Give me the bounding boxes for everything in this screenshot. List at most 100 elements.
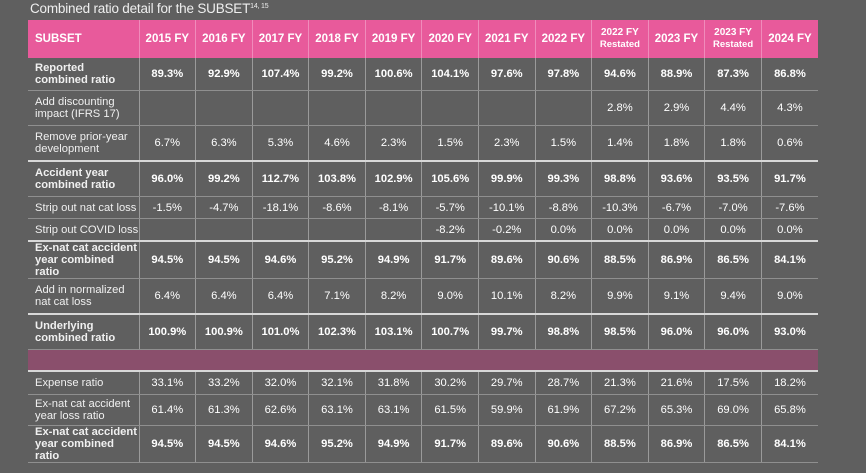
divider-cell	[308, 349, 366, 372]
value-cell	[308, 218, 366, 242]
value-cell: 105.6%	[421, 161, 479, 197]
value-cell: 18.2%	[761, 371, 818, 395]
table-caption: Combined ratio detail for the SUBSET14, …	[30, 1, 269, 16]
value-cell: 6.3%	[195, 125, 253, 162]
value-cell: 63.1%	[365, 394, 423, 426]
value-cell: 93.0%	[761, 314, 818, 350]
value-cell: -0.2%	[478, 218, 536, 242]
header-cell-year: 2022 FY	[535, 20, 593, 58]
value-cell	[252, 218, 310, 242]
value-cell: 31.8%	[365, 371, 423, 395]
value-cell: 9.9%	[591, 278, 649, 315]
header-row: SUBSET 2015 FY 2016 FY 2017 FY 2018 FY 2019 …	[28, 20, 818, 58]
value-cell: -4.7%	[195, 196, 253, 219]
divider-cell	[252, 349, 309, 372]
value-cell: 0.0%	[704, 218, 762, 242]
row-label: Underlying combined ratio	[28, 314, 140, 350]
value-cell: -8.2%	[421, 218, 479, 242]
value-cell	[308, 90, 366, 126]
header-cell-year: 2016 FY	[195, 20, 253, 58]
value-cell: -18.1%	[252, 196, 310, 219]
value-cell: 103.8%	[308, 161, 366, 197]
value-cell: 1.4%	[591, 125, 649, 162]
value-cell: 6.7%	[139, 125, 197, 162]
value-cell: 21.3%	[591, 371, 649, 395]
value-cell: 99.2%	[308, 58, 366, 91]
value-cell: 96.0%	[648, 314, 706, 350]
value-cell: 4.3%	[761, 90, 818, 126]
value-cell: 92.9%	[195, 58, 253, 91]
divider-cell	[591, 349, 649, 372]
value-cell: 98.8%	[535, 314, 593, 350]
row-label: Remove prior-year development	[28, 125, 140, 162]
row-label: Accident year combined ratio	[28, 161, 140, 197]
value-cell: 87.3%	[704, 58, 762, 91]
table-row: Expense ratio 33.1% 33.2% 32.0% 32.1% 31.8% 30…	[28, 371, 818, 395]
value-cell: 91.7%	[761, 161, 818, 197]
value-cell	[195, 218, 253, 242]
value-cell: 104.1%	[421, 58, 479, 91]
value-cell: 69.0%	[704, 394, 762, 426]
value-cell: 28.7%	[535, 371, 593, 395]
value-cell: 96.0%	[139, 161, 197, 197]
value-cell: 100.9%	[139, 314, 197, 350]
row-label: Add in normalized nat cat loss	[28, 278, 140, 315]
divider-cell	[704, 349, 762, 372]
combined-ratio-table: SUBSET 2015 FY 2016 FY 2017 FY 2018 FY 2019 …	[28, 20, 818, 463]
value-cell: 97.6%	[478, 58, 536, 91]
value-cell: 101.0%	[252, 314, 310, 350]
value-cell: 29.7%	[478, 371, 536, 395]
value-cell: 33.1%	[139, 371, 197, 395]
table-row: Ex-nat cat accident year combined ratio 9…	[28, 425, 818, 463]
value-cell: 91.7%	[421, 241, 479, 279]
value-cell: 9.4%	[704, 278, 762, 315]
value-cell: 86.5%	[704, 241, 762, 279]
table-row: Accident year combined ratio 96.0% 99.2% 11…	[28, 161, 818, 197]
value-cell: 86.5%	[704, 425, 762, 463]
divider-cell	[28, 349, 139, 372]
value-cell: 90.6%	[535, 425, 593, 463]
value-cell: 95.2%	[308, 241, 366, 279]
value-cell: 1.8%	[648, 125, 706, 162]
table-row: Add in normalized nat cat loss 6.4% 6.4% 6.…	[28, 278, 818, 315]
value-cell	[195, 90, 253, 126]
value-cell: -6.7%	[648, 196, 706, 219]
value-cell: 94.5%	[195, 425, 253, 463]
value-cell: 89.6%	[478, 241, 536, 279]
value-cell: 9.0%	[421, 278, 479, 315]
section-divider-row	[28, 349, 818, 372]
value-cell: 112.7%	[252, 161, 310, 197]
value-cell: 61.9%	[535, 394, 593, 426]
value-cell	[365, 90, 423, 126]
value-cell: 103.1%	[365, 314, 423, 350]
row-label: Ex-nat cat accident year loss ratio	[28, 394, 140, 426]
value-cell: 94.5%	[139, 425, 197, 463]
table-row: Underlying combined ratio 100.9% 100.9% 101…	[28, 314, 818, 350]
value-cell: 89.3%	[139, 58, 197, 91]
row-label: Ex-nat cat accident year combined ratio	[28, 425, 140, 463]
value-cell: 32.0%	[252, 371, 310, 395]
value-cell: 0.6%	[761, 125, 818, 162]
row-label: Strip out COVID loss	[28, 218, 140, 242]
value-cell: 65.8%	[761, 394, 818, 426]
value-cell: 4.4%	[704, 90, 762, 126]
value-cell: 1.5%	[421, 125, 479, 162]
value-cell: 94.9%	[365, 425, 423, 463]
value-cell: 100.6%	[365, 58, 423, 91]
value-cell: 7.1%	[308, 278, 366, 315]
header-cell-year: 2019 FY	[365, 20, 423, 58]
value-cell: 93.6%	[648, 161, 706, 197]
value-cell: 94.5%	[195, 241, 253, 279]
value-cell	[252, 90, 310, 126]
value-cell: 2.9%	[648, 90, 706, 126]
value-cell	[535, 90, 593, 126]
value-cell: 94.9%	[365, 241, 423, 279]
value-cell: -8.6%	[308, 196, 366, 219]
value-cell: 2.8%	[591, 90, 649, 126]
value-cell: 9.1%	[648, 278, 706, 315]
value-cell: -8.1%	[365, 196, 423, 219]
value-cell: 84.1%	[761, 425, 818, 463]
value-cell: 61.3%	[195, 394, 253, 426]
value-cell: -7.6%	[761, 196, 818, 219]
value-cell: 95.2%	[308, 425, 366, 463]
